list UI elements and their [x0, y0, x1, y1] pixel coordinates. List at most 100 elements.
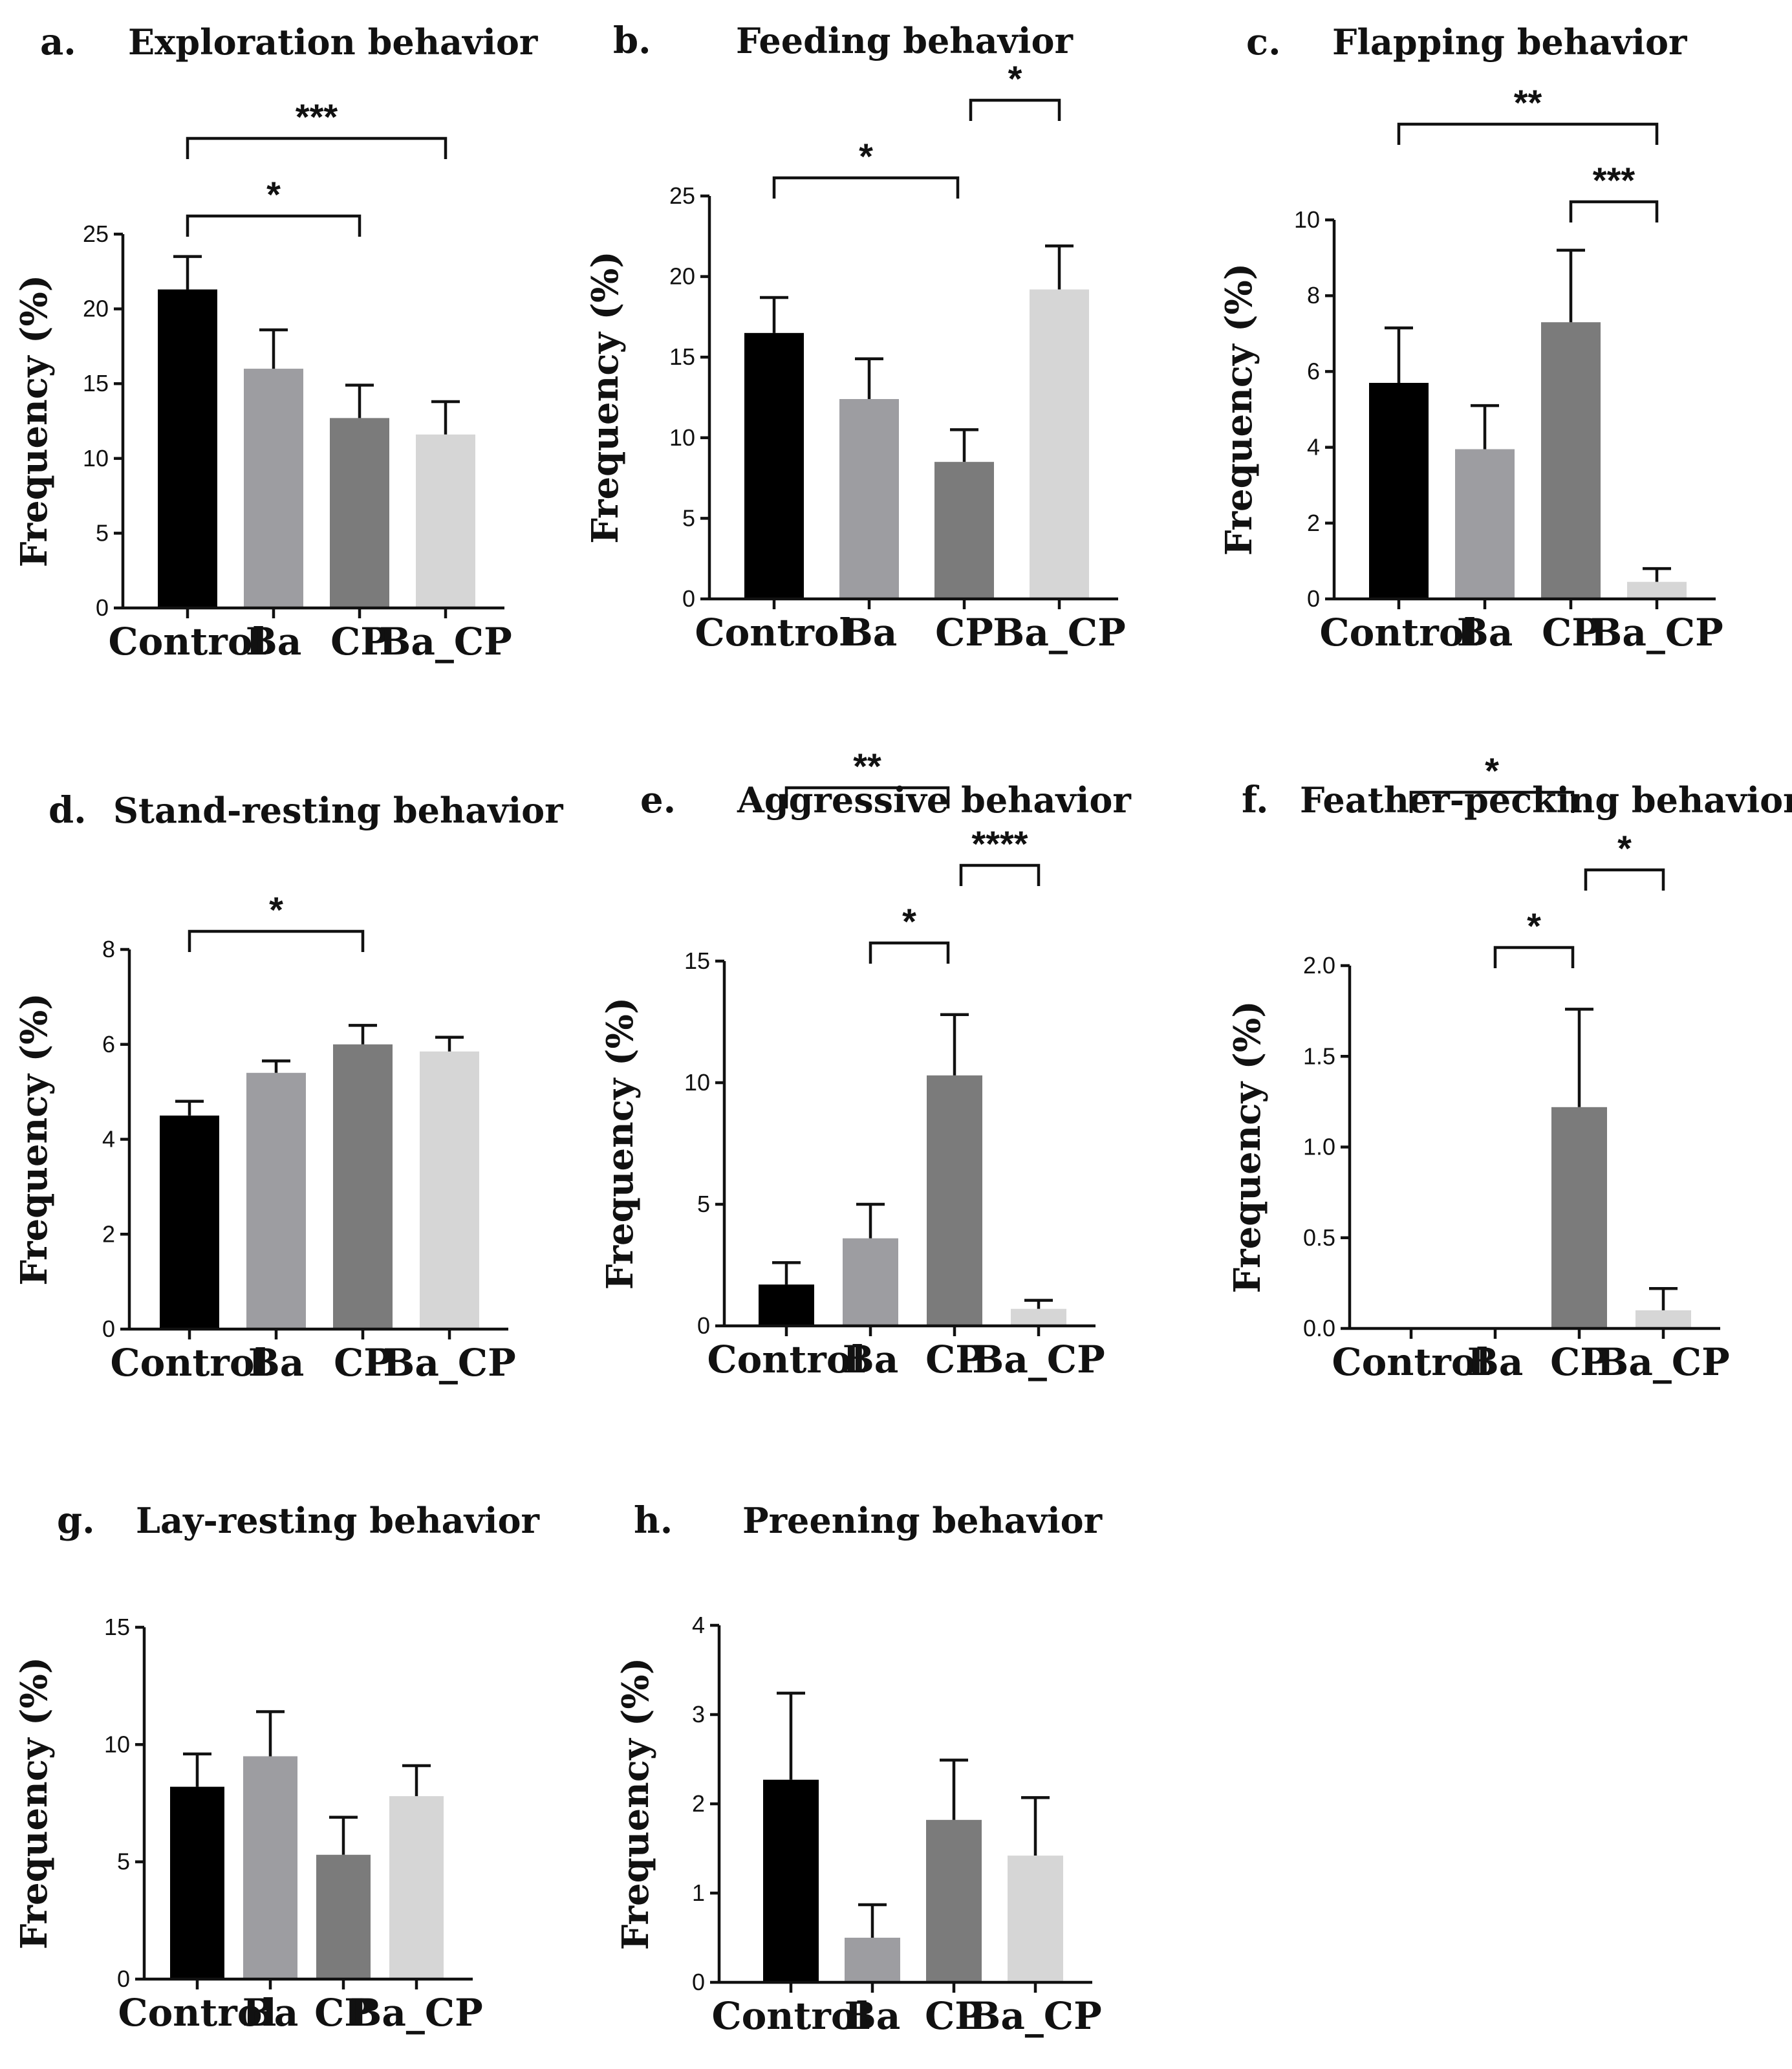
y-tick-label: 2: [102, 1220, 115, 1247]
significance-bracket: [186, 214, 362, 237]
x-tick-label: CP: [314, 1991, 372, 2035]
significance-label: ***: [1593, 160, 1635, 200]
chart-panel-1: a. Exploration behavior Frequency (%) 0 5 10 1…: [13, 21, 538, 664]
bar-ba-cp: [420, 1051, 479, 1329]
significance-label: **: [853, 746, 881, 786]
chart-panel-7: g. Lay-resting behavior Frequency (%) 0 5 10 1…: [13, 1499, 540, 2035]
y-tick-label: 0.5: [1303, 1224, 1335, 1251]
significance-label: *: [859, 136, 873, 177]
y-axis-title: Frequency (%): [13, 993, 56, 1285]
y-tick-label: 2: [1307, 510, 1320, 536]
bar-ba: [843, 1238, 898, 1326]
x-tick-label: CP: [334, 1341, 392, 1385]
x-tick-label: CP: [1542, 611, 1600, 655]
bar-control: [158, 289, 217, 608]
x-tick-label: Ba_CP: [379, 620, 512, 664]
y-tick-label: 4: [102, 1126, 115, 1153]
y-axis-title: Frequency (%): [614, 1658, 657, 1950]
bar-ba: [243, 1756, 297, 1979]
bar-ba-cp: [389, 1796, 444, 1979]
panel-letter: a.: [40, 21, 76, 63]
x-tick-label: Control: [695, 611, 853, 655]
chart-panel-6: f. Feather-pecking behavior Frequency (%) 0…: [1226, 750, 1792, 1384]
y-tick-label: 20: [669, 263, 695, 290]
bar-control: [744, 332, 804, 599]
significance-bracket: [784, 786, 950, 808]
x-tick-label: Control: [108, 620, 266, 664]
x-tick-label: CP: [925, 1994, 983, 2038]
bar-ba-cp: [1011, 1308, 1066, 1326]
bar-cp: [333, 1044, 393, 1329]
bar-ba-cp: [1627, 581, 1687, 599]
x-tick-label: Ba_CP: [383, 1341, 515, 1385]
x-tick-label: Ba: [843, 1338, 899, 1381]
bar-ba: [244, 369, 303, 608]
panel-letter: d.: [49, 789, 87, 832]
chart-title: Exploration behavior: [128, 21, 538, 63]
y-tick-label: 4: [1307, 434, 1320, 460]
y-tick-label: 10: [669, 424, 695, 451]
significance-label: *: [902, 901, 916, 942]
bar-cp: [927, 1075, 982, 1326]
y-tick-label: 15: [684, 948, 710, 974]
significance-label: *: [1617, 828, 1632, 869]
bar-ba-cp: [1635, 1310, 1691, 1328]
y-axis-title: Frequency (%): [599, 997, 642, 1290]
significance-bracket: [1493, 946, 1575, 968]
y-tick-label: 0: [96, 594, 109, 621]
y-tick-label: 3: [692, 1701, 705, 1728]
y-tick-label: 4: [692, 1612, 705, 1638]
y-tick-label: 0: [102, 1316, 115, 1342]
panel-letter: f.: [1242, 779, 1269, 821]
x-tick-label: Ba: [248, 1341, 305, 1385]
y-tick-label: 1: [692, 1879, 705, 1906]
x-tick-label: CP: [1550, 1340, 1608, 1384]
x-tick-label: Control: [711, 1994, 870, 2038]
y-axis-title: Frequency (%): [584, 251, 627, 543]
x-tick-label: Ba_CP: [993, 611, 1125, 655]
y-tick-label: 5: [117, 1848, 130, 1875]
significance-bracket: [869, 941, 950, 964]
y-tick-label: 25: [669, 182, 695, 209]
y-tick-label: 0.0: [1303, 1315, 1335, 1341]
y-tick-label: 8: [1307, 282, 1320, 309]
x-tick-label: Control: [1332, 1340, 1490, 1384]
x-tick-label: Ba: [1467, 1340, 1524, 1384]
panel-letter: b.: [613, 19, 651, 62]
significance-bracket: [1397, 122, 1659, 145]
bar-control: [759, 1284, 814, 1326]
x-tick-label: Ba: [246, 620, 302, 664]
significance-bracket: [1409, 790, 1575, 813]
y-tick-label: 10: [1294, 206, 1320, 233]
x-tick-label: Control: [1319, 611, 1478, 655]
bar-cp: [1551, 1107, 1607, 1328]
x-tick-label: Ba_CP: [1590, 611, 1723, 655]
bar-control: [160, 1115, 219, 1329]
chart-panel-4: d. Stand-resting behavior Frequency (%) 0 2 4…: [13, 789, 563, 1385]
chart-title: Aggressive behavior: [737, 779, 1131, 821]
significance-bracket: [772, 176, 960, 199]
y-tick-label: 10: [83, 445, 109, 471]
chart-title: Flapping behavior: [1332, 21, 1687, 63]
bar-cp: [926, 1819, 982, 1982]
y-tick-label: 5: [96, 519, 109, 546]
y-tick-label: 2: [692, 1790, 705, 1817]
bar-cp: [1541, 322, 1601, 599]
significance-label: *: [1008, 58, 1022, 99]
y-tick-label: 1.0: [1303, 1134, 1335, 1160]
bar-ba-cp: [1030, 289, 1089, 599]
x-tick-label: Ba_CP: [350, 1991, 482, 2035]
bar-ba-cp: [1008, 1856, 1063, 1982]
y-axis-title: Frequency (%): [1226, 1001, 1269, 1293]
x-tick-label: CP: [925, 1338, 984, 1381]
chart-title: Lay-resting behavior: [136, 1500, 540, 1541]
y-tick-label: 25: [83, 221, 109, 247]
y-axis-title: Frequency (%): [1218, 263, 1260, 556]
panel-letter: g.: [57, 1499, 95, 1542]
y-tick-label: 0: [682, 585, 695, 612]
significance-label: **: [1514, 82, 1542, 123]
bar-cp: [316, 1854, 371, 1979]
x-tick-label: CP: [935, 611, 993, 655]
